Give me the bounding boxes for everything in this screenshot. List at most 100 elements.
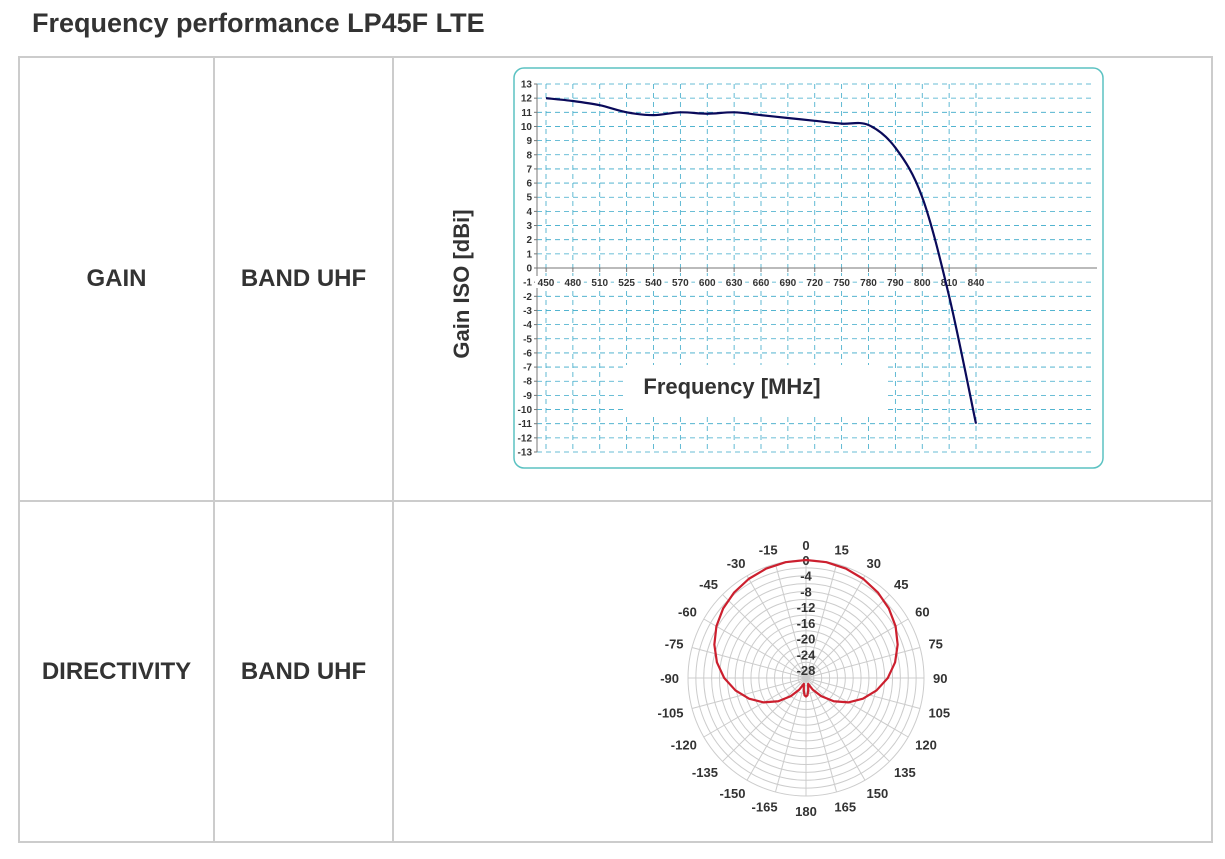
gain-y-tick-label: -1 bbox=[523, 278, 532, 289]
gain-x-tick-bg bbox=[803, 276, 826, 288]
polar-angle-label: 90 bbox=[933, 671, 947, 686]
gain-ylabel: Gain ISO [dBi] bbox=[449, 209, 474, 358]
polar-angle-label: -150 bbox=[719, 786, 745, 801]
polar-spoke bbox=[805, 575, 866, 679]
polar-angle-label: 135 bbox=[894, 765, 916, 780]
gain-x-tick-bg bbox=[830, 276, 853, 288]
gain-y-tick-label: -13 bbox=[518, 448, 533, 459]
gain-x-tick-label: 690 bbox=[780, 278, 797, 289]
table-row-directivity: DIRECTIVITY BAND UHF 0 15 30 45 60 75 90 105 120… bbox=[18, 500, 1213, 843]
polar-angle-label: -15 bbox=[759, 543, 778, 558]
polar-angle-label: -165 bbox=[752, 799, 778, 814]
polar-spoke bbox=[691, 646, 807, 679]
gain-y-tick-label: -8 bbox=[523, 377, 532, 388]
xlabel-background bbox=[626, 365, 888, 417]
gain-x-tick-bg bbox=[911, 276, 934, 288]
polar-angle-label: 60 bbox=[915, 605, 929, 620]
gain-x-tick-label: 510 bbox=[591, 278, 608, 289]
gain-y-tick-label: 6 bbox=[526, 179, 532, 190]
gain-y-tick-label: -4 bbox=[523, 320, 532, 331]
polar-spoke bbox=[805, 563, 838, 679]
polar-angle-label: -135 bbox=[692, 765, 718, 780]
table-row-gain: GAIN BAND UHF 13 12 11 10 9 8 7 6 5 4 3 2 1 0 -1 -2 -3 -4… bbox=[18, 56, 1213, 502]
gain-y-tick-label: -12 bbox=[518, 433, 533, 444]
directivity-pattern-line bbox=[713, 558, 899, 704]
polar-radial-label: -12 bbox=[797, 600, 816, 615]
gain-y-tick-label: 9 bbox=[526, 136, 532, 147]
gain-x-tick-bg bbox=[561, 276, 584, 288]
polar-spoke bbox=[805, 594, 890, 679]
measure-cell-gain: GAIN bbox=[18, 56, 215, 502]
polar-angle-label: 45 bbox=[894, 577, 908, 592]
polar-radial-label: -8 bbox=[800, 584, 812, 599]
polar-spoke bbox=[805, 677, 921, 710]
polar-spoke bbox=[805, 677, 909, 738]
polar-angle-label: -120 bbox=[671, 738, 697, 753]
gain-y-tick-label: 4 bbox=[526, 207, 532, 218]
band-cell-gain: BAND UHF bbox=[213, 56, 394, 502]
gain-x-tick-bg bbox=[938, 276, 961, 288]
gain-x-tick-bg bbox=[669, 276, 692, 288]
gain-x-tick-label: 800 bbox=[914, 278, 931, 289]
polar-angle-label: -60 bbox=[678, 605, 697, 620]
polar-angle-label: 150 bbox=[867, 786, 889, 801]
gain-x-tick-bg bbox=[776, 276, 799, 288]
gain-y-tick-label: -3 bbox=[523, 306, 532, 317]
polar-spoke bbox=[805, 677, 890, 762]
gain-y-tick-label: -6 bbox=[523, 348, 532, 359]
polar-spoke bbox=[746, 677, 807, 781]
polar-spoke bbox=[805, 677, 866, 781]
gain-y-tick-label: 10 bbox=[521, 122, 533, 133]
polar-angle-label: 0 bbox=[802, 538, 809, 553]
polar-radial-label: -20 bbox=[797, 632, 816, 647]
gain-x-tick-label: 660 bbox=[753, 278, 770, 289]
gain-y-tick-label: 2 bbox=[526, 235, 532, 246]
gain-y-tick-label: 8 bbox=[526, 150, 532, 161]
polar-angle-label: 15 bbox=[834, 543, 848, 558]
polar-angle-label: 165 bbox=[834, 799, 856, 814]
gain-y-tick-label: -11 bbox=[518, 419, 532, 430]
gain-x-tick-bg bbox=[965, 276, 987, 288]
gain-chart: 131211109876543210-1-2-3-4-5-6-7-8-9-10-… bbox=[449, 67, 1104, 469]
gain-y-tick-label: -9 bbox=[523, 391, 532, 402]
gain-x-tick-bg bbox=[696, 276, 719, 288]
gain-chart-cell: 13 12 11 10 9 8 7 6 5 4 3 2 1 0 -1 -2 -3 -4 -5 -6 -7 -8 -9 -10-… bbox=[392, 56, 1213, 502]
gain-y-tick-label: 0 bbox=[526, 264, 532, 275]
gain-x-tick-bg bbox=[857, 276, 880, 288]
gain-y-tick-label: -2 bbox=[523, 292, 532, 303]
gain-x-tick-label: 600 bbox=[699, 278, 716, 289]
gain-x-tick-label: 840 bbox=[968, 278, 985, 289]
band-cell-directivity: BAND UHF bbox=[213, 500, 394, 843]
spec-table: GAIN BAND UHF 13 12 11 10 9 8 7 6 5 4 3 2 1 0 -1 -2 -3 -4… bbox=[18, 56, 1213, 843]
polar-angle-label: -90 bbox=[660, 671, 679, 686]
polar-spoke bbox=[805, 618, 909, 679]
polar-angle-label: -105 bbox=[658, 705, 684, 720]
polar-spoke bbox=[691, 677, 807, 710]
gain-x-tick-label: 540 bbox=[645, 278, 662, 289]
gain-series-line bbox=[545, 97, 978, 424]
polar-spoke bbox=[805, 677, 838, 793]
page-title: Frequency performance LP45F LTE bbox=[32, 8, 485, 38]
polar-radial-label: -4 bbox=[800, 569, 812, 584]
polar-radial-label: -24 bbox=[797, 647, 817, 662]
gain-x-tick-bg bbox=[723, 276, 746, 288]
polar-angle-label: -75 bbox=[665, 637, 684, 652]
polar-spoke bbox=[774, 563, 807, 679]
polar-spoke bbox=[703, 677, 807, 738]
gain-y-tick-label: -7 bbox=[523, 363, 532, 374]
polar-radial-label: -28 bbox=[797, 663, 816, 678]
gain-x-tick-label: 570 bbox=[672, 278, 689, 289]
gain-y-tick-label: 3 bbox=[526, 221, 532, 232]
polar-spoke bbox=[774, 677, 807, 793]
gain-x-tick-bg bbox=[615, 276, 638, 288]
gain-x-tick-label: 525 bbox=[618, 278, 635, 289]
gain-x-tick-label: 720 bbox=[806, 278, 823, 289]
gain-x-tick-bg bbox=[642, 276, 665, 288]
gain-y-tick-label: 11 bbox=[521, 108, 532, 119]
gain-x-tick-label: 450 bbox=[538, 278, 555, 289]
gain-x-tick-bg bbox=[884, 276, 907, 288]
polar-angle-label: 120 bbox=[915, 738, 937, 753]
gain-y-tick-label: 12 bbox=[521, 94, 533, 105]
polar-angle-label: -30 bbox=[727, 556, 746, 571]
polar-angle-label: 180 bbox=[795, 804, 817, 819]
